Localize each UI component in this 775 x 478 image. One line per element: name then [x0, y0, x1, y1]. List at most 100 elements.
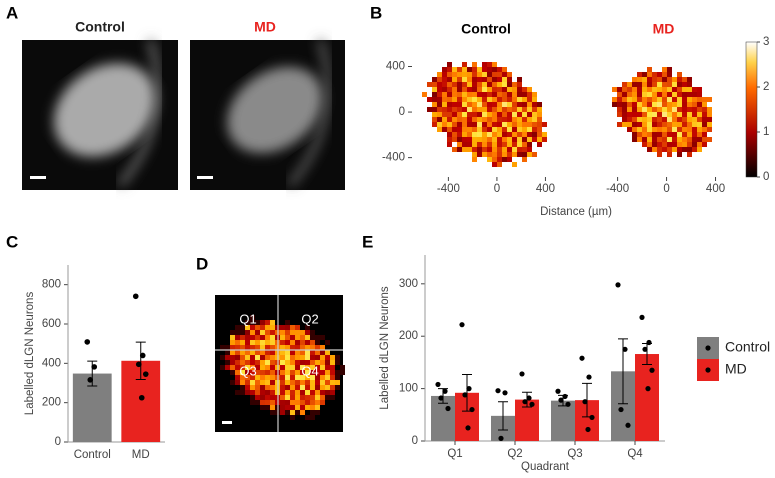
heatmap-cell: [637, 117, 642, 122]
heatmap-cell: [527, 127, 532, 132]
heatmap-cell: [295, 380, 300, 385]
heatmap-cell: [452, 102, 457, 107]
heatmap-cell: [452, 132, 457, 137]
heatmap-cell: [627, 107, 632, 112]
heatmap-cell: [647, 107, 652, 112]
image-title: Control: [75, 19, 125, 35]
heatmap-cell: [527, 122, 532, 127]
heatmap-cell: [285, 325, 290, 330]
heatmap-cell: [637, 92, 642, 97]
heatmap-cell: [230, 380, 235, 385]
heatmap-cell: [280, 340, 285, 345]
heatmap-cell: [245, 345, 250, 350]
heatmap-cell: [672, 92, 677, 97]
heatmap-cell: [642, 117, 647, 122]
heatmap-cell: [667, 82, 672, 87]
heatmap-cell: [512, 147, 517, 152]
data-point: [565, 401, 571, 407]
heatmap-cell: [472, 122, 477, 127]
data-point: [84, 339, 91, 345]
heatmap-cell: [290, 325, 295, 330]
data-point: [622, 346, 628, 352]
panel-label: C: [6, 232, 18, 251]
heatmap-cell: [517, 77, 522, 82]
heatmap-cell: [285, 410, 290, 415]
heatmap-cell: [295, 330, 300, 335]
heatmap-cell: [325, 355, 330, 360]
heatmap-cell: [687, 77, 692, 82]
heatmap-cell: [280, 335, 285, 340]
heatmap-cell: [507, 117, 512, 122]
heatmap-cell: [707, 127, 712, 132]
heatmap-cell: [315, 400, 320, 405]
heatmap-cell: [682, 112, 687, 117]
heatmap-cell: [507, 102, 512, 107]
data-point: [585, 426, 591, 433]
colorbar: [745, 41, 758, 178]
heatmap-cell: [637, 127, 642, 132]
heatmap-cell: [467, 102, 472, 107]
heatmap-cell: [255, 385, 260, 390]
heatmap-cell: [642, 107, 647, 112]
heatmap-cell: [260, 380, 265, 385]
x-tick-label: Control: [74, 449, 111, 461]
heatmap-cell: [295, 405, 300, 410]
heatmap-cell: [457, 92, 462, 97]
heatmap-cell: [647, 92, 652, 97]
heatmap-cell: [305, 355, 310, 360]
heatmap-cell: [687, 87, 692, 92]
heatmap-cell: [467, 72, 472, 77]
heatmap-cell: [697, 137, 702, 142]
heatmap-cell: [507, 77, 512, 82]
heatmap-cell: [632, 137, 637, 142]
heatmap-cell: [632, 82, 637, 87]
heatmap-cell: [542, 137, 547, 142]
data-point: [579, 355, 585, 361]
heatmap-cell: [482, 112, 487, 117]
heatmap-cell: [517, 117, 522, 122]
heatmap-cell: [532, 127, 537, 132]
heatmap-cell: [487, 127, 492, 132]
heatmap-cell: [622, 102, 627, 107]
heatmap-cell: [290, 385, 295, 390]
heatmap-cell: [437, 82, 442, 87]
image-title: MD: [254, 19, 276, 35]
heatmap-cell: [492, 82, 497, 87]
heatmap-cell: [497, 82, 502, 87]
heatmap-cell: [652, 102, 657, 107]
heatmap-cell: [290, 395, 295, 400]
heatmap-cell: [527, 117, 532, 122]
colorbar-label: 3: [763, 36, 769, 48]
heatmap-cell: [260, 385, 265, 390]
heatmap-cell: [290, 400, 295, 405]
heatmap-cell: [230, 365, 235, 370]
quadrant-map: [215, 295, 345, 432]
heatmap-cell: [662, 147, 667, 152]
heatmap-cell: [300, 395, 305, 400]
heatmap-cell: [462, 77, 467, 82]
heatmap-cell: [697, 112, 702, 117]
heatmap-cell: [677, 77, 682, 82]
legend-label: Control: [725, 339, 770, 355]
heatmap-cell: [652, 87, 657, 92]
heatmap-cell: [295, 365, 300, 370]
heatmap-cell: [447, 112, 452, 117]
heatmap-cell: [657, 112, 662, 117]
heatmap-cell: [497, 87, 502, 92]
heatmap-cell: [532, 132, 537, 137]
heatmap-cell: [692, 87, 697, 92]
heatmap-cell: [502, 122, 507, 127]
heatmap-cell: [310, 410, 315, 415]
heatmap-cell: [295, 325, 300, 330]
heatmap-cell: [492, 152, 497, 157]
heatmap-cell: [462, 112, 467, 117]
heatmap-cell: [265, 325, 270, 330]
heatmap-cell: [240, 375, 245, 380]
heatmap-cell: [482, 77, 487, 82]
heatmap-cell: [320, 335, 325, 340]
heatmap-cell: [667, 147, 672, 152]
heatmap-cell: [617, 92, 622, 97]
heatmap-cell: [265, 390, 270, 395]
heatmap-cell: [477, 142, 482, 147]
heatmap-cell: [642, 97, 647, 102]
